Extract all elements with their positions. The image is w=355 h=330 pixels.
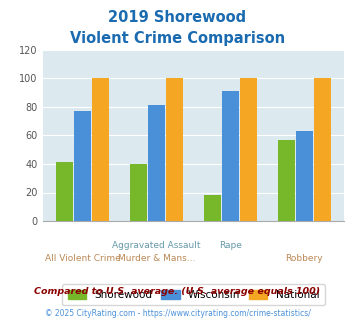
Bar [74, 111, 91, 221]
Text: 2019 Shorewood: 2019 Shorewood [108, 10, 247, 25]
Bar [204, 195, 221, 221]
Text: Compared to U.S. average. (U.S. average equals 100): Compared to U.S. average. (U.S. average … [34, 287, 321, 296]
Bar [92, 78, 109, 221]
Bar [222, 91, 239, 221]
Bar [56, 162, 73, 221]
Bar [296, 131, 313, 221]
Text: © 2025 CityRating.com - https://www.cityrating.com/crime-statistics/: © 2025 CityRating.com - https://www.city… [45, 309, 310, 317]
Text: Aggravated Assault: Aggravated Assault [112, 241, 201, 249]
Text: Violent Crime Comparison: Violent Crime Comparison [70, 31, 285, 46]
Text: Robbery: Robbery [285, 254, 323, 263]
Text: Murder & Mans...: Murder & Mans... [118, 254, 195, 263]
Bar [313, 78, 331, 221]
Text: All Violent Crime: All Violent Crime [45, 254, 120, 263]
Text: Rape: Rape [219, 241, 242, 249]
Bar [278, 140, 295, 221]
Legend: Shorewood, Wisconsin, National: Shorewood, Wisconsin, National [62, 284, 324, 305]
Bar [166, 78, 183, 221]
Bar [148, 105, 165, 221]
Bar [240, 78, 257, 221]
Bar [130, 164, 147, 221]
